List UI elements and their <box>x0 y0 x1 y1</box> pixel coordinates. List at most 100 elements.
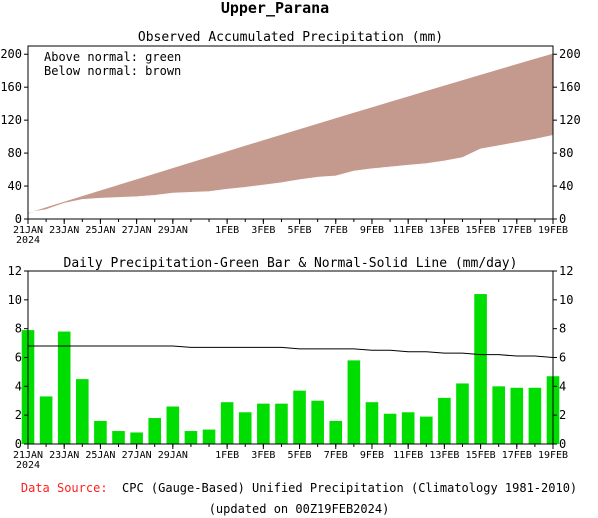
x-tick-label-line: 27JAN <box>122 225 152 236</box>
data-source-label: Data Source: <box>20 481 108 495</box>
y-tick-label-right: 12 <box>559 264 573 278</box>
x-tick-label: 17FEB <box>502 225 532 236</box>
x-tick-label-line: 27JAN <box>122 450 152 461</box>
x-tick-label: 11FEB <box>393 450 423 461</box>
daily-precip-bar <box>112 431 125 444</box>
x-tick-label: 27JAN <box>122 225 152 236</box>
x-tick-label-line: 17FEB <box>502 225 532 236</box>
plot-frame <box>27 45 554 220</box>
x-tick-label: 19FEB <box>538 450 568 461</box>
y-tick-label-left: 0 <box>15 437 22 451</box>
y-tick-label-right: 160 <box>559 80 581 94</box>
x-tick-label: 23JAN <box>49 450 79 461</box>
x-tick-label: 5FEB <box>288 450 312 461</box>
daily-precip-bar <box>528 387 542 444</box>
y-tick-label-right: 120 <box>559 113 581 127</box>
x-tick-label: 21JAN 2024 <box>13 450 43 471</box>
accumulated-precipitation-panel: Observed Accumulated Precipitation (mm) A… <box>0 30 580 246</box>
x-tick-label-line: 19FEB <box>538 225 568 236</box>
y-tick-label-right: 40 <box>559 179 573 193</box>
x-tick-label: 3FEB <box>251 225 275 236</box>
x-tick-label-line: 13FEB <box>429 450 459 461</box>
x-tick-label-line: 5FEB <box>288 225 312 236</box>
y-tick-label-left: 4 <box>15 379 22 393</box>
daily-precip-bar <box>492 386 505 444</box>
observed-accumulation-line <box>27 135 554 213</box>
y-tick-label-right: 8 <box>559 322 566 336</box>
y-tick-label-right: 4 <box>559 379 566 393</box>
x-tick-label-line: 15FEB <box>466 450 496 461</box>
plot-frame <box>27 270 554 445</box>
x-tick-label-line: 29JAN <box>158 225 188 236</box>
x-tick-label: 11FEB <box>393 225 423 236</box>
x-tick-label-line: 3FEB <box>251 225 275 236</box>
y-tick-label-right: 0 <box>559 437 566 451</box>
daily-precip-bar <box>257 403 270 444</box>
x-tick-label-line: 7FEB <box>324 225 348 236</box>
x-tick-label-line: 9FEB <box>360 225 384 236</box>
x-tick-label-line: 17FEB <box>502 450 532 461</box>
x-tick-label: 1FEB <box>215 225 239 236</box>
daily-precip-bar <box>329 420 343 444</box>
x-tick-label-line: 25JAN <box>85 450 115 461</box>
daily-precip-bar <box>94 420 107 444</box>
daily-precip-bar <box>456 383 469 444</box>
daily-precip-bar <box>166 406 180 444</box>
x-tick-label-line: 23JAN <box>49 450 79 461</box>
x-tick-label-line: 5FEB <box>288 450 312 461</box>
data-source-text: CPC (Gauge-Based) Unified Precipitation … <box>122 481 578 495</box>
x-tick-label: 27JAN <box>122 450 152 461</box>
daily-precip-bar <box>184 431 198 444</box>
daily-precip-bar <box>148 418 162 444</box>
y-tick-label-right: 6 <box>559 351 566 365</box>
x-tick-label: 13FEB <box>429 225 459 236</box>
daily-precip-bar <box>474 294 487 444</box>
daily-precip-bar <box>76 379 89 444</box>
daily-precip-bar <box>419 416 433 444</box>
legend-note: Below normal: brown <box>44 64 181 78</box>
x-tick-label: 9FEB <box>360 225 384 236</box>
daily-precip-bar <box>383 413 397 444</box>
x-tick-label-line: 21JAN <box>13 450 43 461</box>
daily-precip-bar <box>275 403 288 444</box>
y-tick-label-right: 80 <box>559 146 573 160</box>
daily-precip-bar <box>401 412 415 444</box>
daily-precipitation-panel: Daily Precipitation-Green Bar & Normal-S… <box>8 256 574 471</box>
x-tick-label-line: 2024 <box>16 235 40 246</box>
x-tick-label: 9FEB <box>360 450 384 461</box>
x-tick-label: 7FEB <box>324 450 348 461</box>
y-tick-label-left: 40 <box>8 179 22 193</box>
data-source-line: Data Source: CPC (Gauge-Based) Unified P… <box>0 481 598 495</box>
daily-precip-bar <box>238 412 252 444</box>
x-tick-label-line: 15FEB <box>466 225 496 236</box>
y-tick-label-left: 2 <box>15 408 22 422</box>
x-tick-label-line: 21JAN <box>13 225 43 236</box>
x-tick-label: 5FEB <box>288 225 312 236</box>
x-tick-label: 15FEB <box>466 450 496 461</box>
y-tick-label-right: 0 <box>559 212 566 226</box>
x-tick-label: 23JAN <box>49 225 79 236</box>
daily-precip-bar <box>130 432 143 444</box>
legend-note: Above normal: green <box>44 50 181 64</box>
x-tick-label-line: 11FEB <box>393 225 423 236</box>
daily-precip-bar <box>347 360 361 444</box>
y-tick-label-left: 12 <box>8 264 22 278</box>
x-tick-label-line: 3FEB <box>251 450 275 461</box>
normal-precip-line <box>28 345 554 358</box>
x-tick-label-line: 29JAN <box>158 450 188 461</box>
y-tick-label-left: 200 <box>0 47 22 61</box>
x-tick-label: 25JAN <box>85 450 115 461</box>
daily-precip-bar <box>39 396 53 444</box>
x-tick-label: 29JAN <box>158 450 188 461</box>
y-tick-label-right: 10 <box>559 293 573 307</box>
daily-precip-bar <box>311 400 324 444</box>
y-tick-label-right: 2 <box>559 408 566 422</box>
y-tick-label-left: 0 <box>15 212 22 226</box>
x-tick-label: 1FEB <box>215 450 239 461</box>
x-tick-label: 15FEB <box>466 225 496 236</box>
daily-precip-bar <box>293 390 306 444</box>
daily-precip-bar <box>438 397 451 444</box>
x-tick-label-line: 1FEB <box>215 225 239 236</box>
y-tick-label-left: 6 <box>15 351 22 365</box>
x-tick-label: 29JAN <box>158 225 188 236</box>
